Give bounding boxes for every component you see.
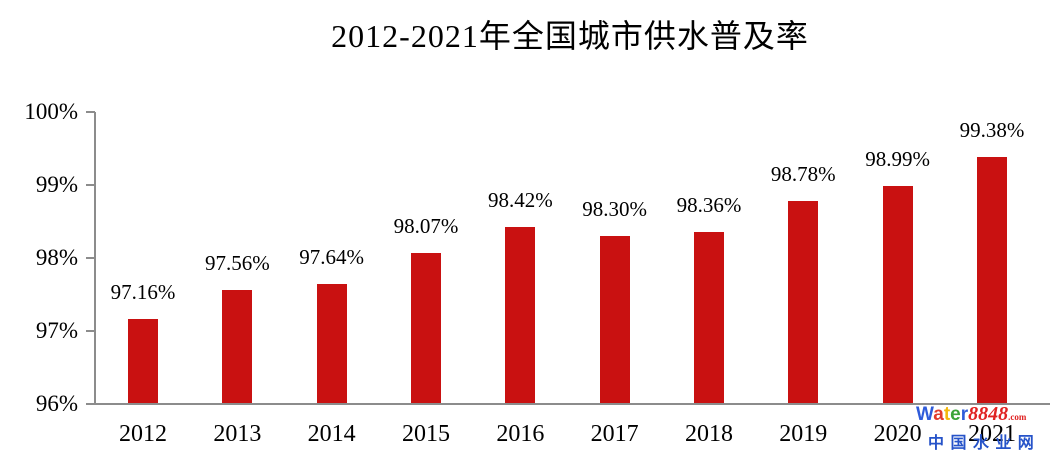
bar-2016 [505, 227, 536, 404]
watermark: Water8848.com 中 国 水 业 网 [916, 403, 1051, 452]
bar-value-label: 97.56% [204, 250, 270, 275]
bar-2019 [788, 200, 819, 404]
bar-value-label: 98.42% [487, 188, 553, 213]
x-tick-label: 2019 [779, 421, 828, 447]
y-tick-mark [86, 402, 95, 405]
bar-value-label: 98.99% [865, 146, 930, 171]
watermark-letter: t [943, 404, 951, 425]
bar-value-label: 97.16% [110, 279, 176, 304]
y-tick-label: 100% [24, 99, 78, 124]
watermark-caption: 中 国 水 业 网 [928, 435, 1035, 452]
y-tick-mark [86, 111, 95, 113]
bar-value-label: 99.38% [959, 118, 1025, 143]
y-tick-label: 96% [35, 390, 78, 416]
x-tick-label: 2017 [590, 421, 639, 447]
bar-2020 [882, 185, 913, 404]
x-tick-label: 2020 [873, 421, 922, 447]
bar-2021 [976, 157, 1007, 404]
y-axis-line [94, 112, 96, 405]
bar-value-label: 97.64% [299, 244, 365, 269]
y-tick-label: 98% [35, 244, 78, 270]
x-tick-label: 2021 [967, 421, 1016, 447]
x-tick-label: 2012 [119, 421, 167, 447]
watermark-letter: e [950, 404, 961, 425]
bar-value-label: 98.36% [676, 192, 742, 217]
y-tick-label: 97% [35, 317, 78, 343]
x-tick-label: 2015 [401, 421, 450, 447]
watermark-brand-tld: .com [1008, 412, 1027, 422]
watermark-letter: a [933, 404, 944, 425]
x-tick-label: 2013 [213, 421, 262, 447]
y-tick-label: 99% [35, 171, 78, 197]
bar-2013 [222, 289, 253, 404]
watermark-letter: W [916, 404, 934, 425]
x-tick-label: 2014 [307, 421, 356, 447]
watermark-brand-word: Water [916, 404, 968, 425]
bar-value-label: 98.78% [770, 161, 836, 186]
bar-2017 [599, 235, 630, 404]
bar-2015 [410, 252, 441, 404]
bar-value-label: 98.30% [582, 196, 648, 221]
chart-title: 2012-2021年全国城市供水普及率 [331, 18, 809, 54]
y-tick-mark [86, 329, 95, 332]
watermark-brand-number: 8848 [968, 403, 1009, 425]
x-tick-label: 2018 [684, 421, 733, 447]
bar-2018 [693, 231, 724, 404]
y-tick-mark [86, 256, 95, 259]
watermark-letter: r [960, 404, 969, 425]
x-tick-label: 2016 [496, 421, 545, 447]
bar-2014 [316, 283, 347, 404]
y-tick-mark [86, 183, 95, 186]
watermark-brand: Water8848.com [916, 403, 1051, 428]
bar-value-label: 98.07% [393, 213, 459, 238]
x-axis-line [94, 403, 1050, 405]
bar-2012 [128, 318, 158, 404]
